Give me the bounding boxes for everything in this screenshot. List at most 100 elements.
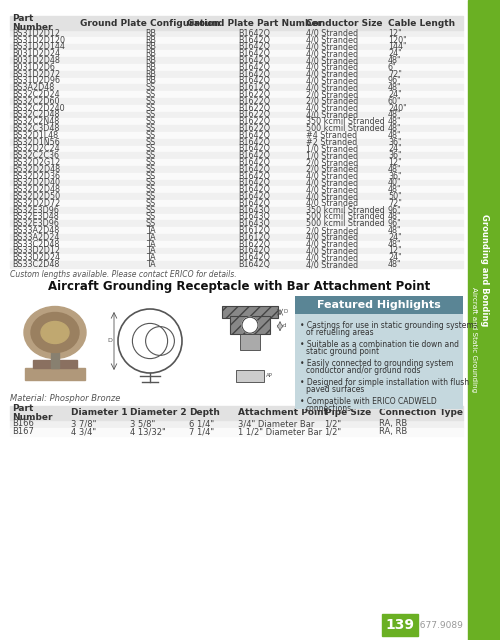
Text: Conductor Size: Conductor Size [306, 19, 383, 28]
Text: B1642Q: B1642Q [238, 260, 270, 269]
Text: BS33C2D48: BS33C2D48 [12, 260, 60, 269]
Text: BS32E3D96: BS32E3D96 [12, 205, 59, 214]
Text: 4/0 Stranded: 4/0 Stranded [306, 42, 358, 51]
Text: BS32C2D60: BS32C2D60 [12, 97, 60, 106]
Text: B1642Q: B1642Q [238, 131, 270, 140]
Bar [236, 370, 264, 382]
Bar [10, 57, 463, 64]
Text: 72": 72" [388, 70, 402, 79]
Text: B031D2D6: B031D2D6 [12, 63, 55, 72]
Text: 48": 48" [388, 83, 402, 92]
Text: • Castings for use in static grounding systems: • Castings for use in static grounding s… [300, 321, 478, 330]
Bar [10, 84, 463, 91]
Text: TA: TA [146, 253, 155, 262]
Text: BS3A2D48: BS3A2D48 [12, 83, 54, 92]
Text: BS32D2C24: BS32D2C24 [12, 145, 60, 154]
Text: RB: RB [145, 36, 156, 45]
Text: 96": 96" [388, 205, 402, 214]
Bar [10, 91, 463, 98]
Bar [10, 105, 463, 111]
Text: Part
Number: Part Number [12, 13, 52, 33]
Text: BS32D2D36: BS32D2D36 [12, 172, 60, 180]
Text: BS32C2D240: BS32C2D240 [12, 104, 64, 113]
Text: B1642Q: B1642Q [238, 199, 270, 208]
Bar [51, 346, 59, 368]
Text: AP: AP [266, 374, 273, 378]
Text: B1642Q: B1642Q [238, 165, 270, 174]
Text: 60": 60" [388, 97, 402, 106]
Text: B1612Q: B1612Q [238, 83, 270, 92]
Text: 4/0 Stranded: 4/0 Stranded [306, 186, 358, 195]
Text: B1622Q: B1622Q [238, 97, 270, 106]
Text: SS: SS [146, 192, 156, 201]
Text: RA, RB: RA, RB [379, 419, 407, 429]
Text: SS: SS [146, 111, 156, 120]
Text: paved surfaces: paved surfaces [306, 385, 364, 394]
Text: 350 kcmil Stranded: 350 kcmil Stranded [306, 117, 385, 126]
Bar [10, 241, 463, 248]
Bar [10, 44, 463, 51]
Text: SS: SS [146, 97, 156, 106]
Text: B1612Q: B1612Q [238, 226, 270, 235]
Text: 1/2": 1/2" [324, 428, 342, 436]
Text: Ground Plate Part Number: Ground Plate Part Number [187, 19, 322, 28]
Text: BS32D2D48: BS32D2D48 [12, 186, 60, 195]
Text: 48": 48" [388, 212, 402, 221]
Bar [10, 145, 463, 152]
Text: 48": 48" [388, 260, 402, 269]
Text: SS: SS [146, 138, 156, 147]
Text: 48": 48" [388, 165, 402, 174]
Text: conductor and/or ground rods: conductor and/or ground rods [306, 366, 420, 375]
Text: BS31D2D72: BS31D2D72 [12, 70, 60, 79]
Text: 4/0 Stranded: 4/0 Stranded [306, 199, 358, 208]
Text: B1642Q: B1642Q [238, 56, 270, 65]
Text: B1622Q: B1622Q [238, 117, 270, 126]
Text: 2/0 Stranded: 2/0 Stranded [306, 90, 358, 99]
Text: Grounding and Bonding: Grounding and Bonding [480, 214, 488, 326]
Text: BS32C2N48: BS32C2N48 [12, 117, 60, 126]
Text: 4/0 Stranded: 4/0 Stranded [306, 49, 358, 58]
Text: 4/0 Stranded: 4/0 Stranded [306, 179, 358, 188]
Text: BS31D2D12: BS31D2D12 [12, 29, 60, 38]
Bar [10, 200, 463, 207]
Text: 4/0 Stranded: 4/0 Stranded [306, 83, 358, 92]
Bar [10, 139, 463, 145]
Bar [10, 51, 463, 57]
Bar [10, 248, 463, 254]
Text: 4/0 Stranded: 4/0 Stranded [306, 70, 358, 79]
Text: B1642Q: B1642Q [238, 49, 270, 58]
Text: B1642Q: B1642Q [238, 179, 270, 188]
Text: RB: RB [145, 77, 156, 86]
Text: 4 3/4": 4 3/4" [71, 428, 96, 436]
Text: 4/0 Stranded: 4/0 Stranded [306, 104, 358, 113]
Text: B167: B167 [12, 428, 34, 436]
Text: B1622Q: B1622Q [238, 104, 270, 113]
Text: Custom lengths available. Please contact ERICO for details.: Custom lengths available. Please contact… [10, 270, 236, 279]
Text: SS: SS [146, 158, 156, 167]
Text: 500 kcmil Stranded: 500 kcmil Stranded [306, 220, 385, 228]
Bar [10, 220, 463, 227]
Text: 1/0 Stranded: 1/0 Stranded [306, 151, 358, 160]
Text: SS: SS [146, 117, 156, 126]
Bar [10, 125, 463, 132]
Text: 4/0 Stranded: 4/0 Stranded [306, 56, 358, 65]
Bar [10, 64, 463, 71]
Text: Pipe Size: Pipe Size [324, 408, 371, 417]
Text: 2/0 Stranded: 2/0 Stranded [306, 165, 358, 174]
Text: SS: SS [146, 124, 156, 133]
Text: BS32C2C36: BS32C2C36 [12, 151, 59, 160]
Text: 4/0 Stranded: 4/0 Stranded [306, 172, 358, 180]
Text: static ground point: static ground point [306, 347, 379, 356]
Text: BS33A2D24: BS33A2D24 [12, 233, 60, 242]
Text: RA, RB: RA, RB [379, 428, 407, 436]
Text: • Easily connected to grounding system: • Easily connected to grounding system [300, 359, 454, 368]
Text: SS: SS [146, 199, 156, 208]
Text: of refueling areas: of refueling areas [306, 328, 374, 337]
Text: SS: SS [146, 131, 156, 140]
Bar [10, 71, 463, 77]
Text: B1642Q: B1642Q [238, 186, 270, 195]
Text: RB: RB [145, 29, 156, 38]
Text: 24": 24" [388, 145, 402, 154]
Text: 500 kcmil Stranded: 500 kcmil Stranded [306, 124, 385, 133]
Text: Ground Plate Configuration: Ground Plate Configuration [80, 19, 220, 28]
